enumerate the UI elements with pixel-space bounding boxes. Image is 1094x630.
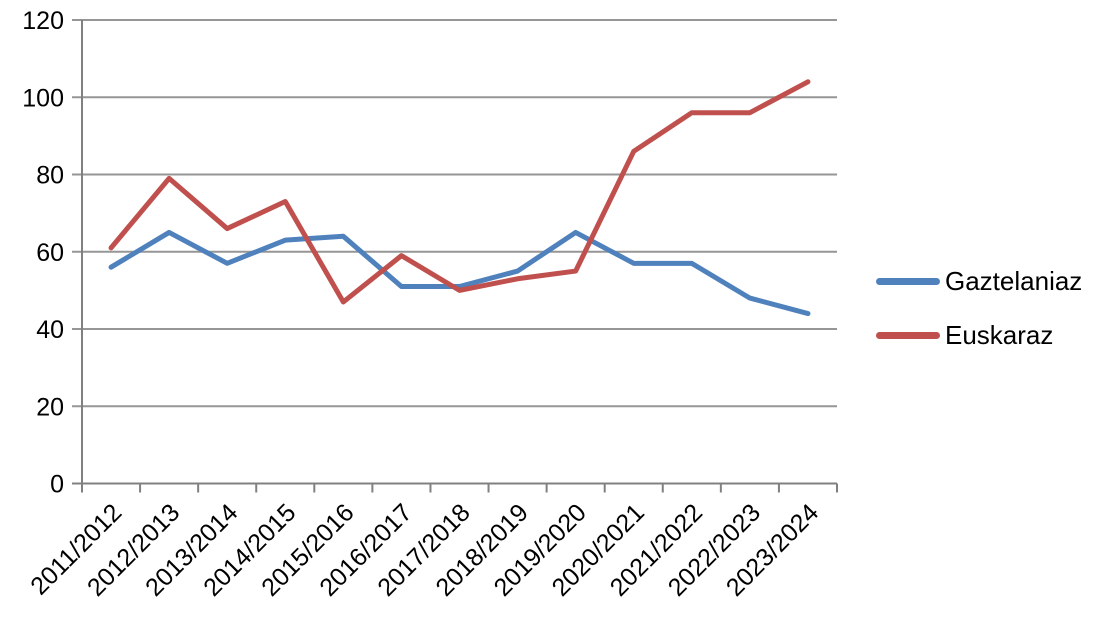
legend-item-euskaraz: Euskaraz	[876, 320, 1082, 350]
legend-label-euskaraz: Euskaraz	[945, 319, 1054, 350]
legend-item-gaztelaniaz: Gaztelaniaz	[876, 266, 1082, 296]
y-axis-label: 20	[36, 393, 64, 421]
legend-label-gaztelaniaz: Gaztelaniaz	[945, 265, 1083, 296]
legend-swatch-euskaraz-icon	[876, 331, 940, 339]
series-line-euskaraz	[108, 79, 811, 305]
y-axis-label: 0	[50, 471, 64, 499]
legend: Gaztelaniaz Euskaraz	[876, 266, 1082, 350]
y-axis-label: 60	[36, 239, 64, 267]
y-axis-label: 120	[22, 7, 64, 35]
legend-swatch-gaztelaniaz-icon	[876, 277, 940, 285]
y-axis-label: 40	[36, 316, 64, 344]
series-line-gaztelaniaz	[108, 229, 811, 317]
y-axis-label: 100	[22, 84, 64, 112]
y-axis-label: 80	[36, 162, 64, 190]
